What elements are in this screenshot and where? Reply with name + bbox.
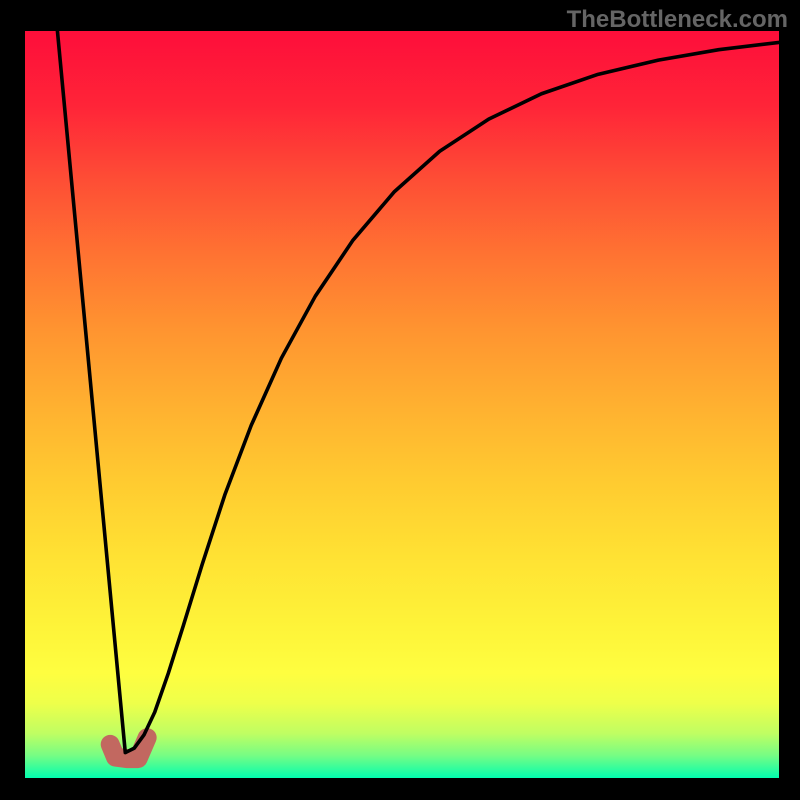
watermark-text: TheBottleneck.com bbox=[567, 6, 788, 34]
plot-area bbox=[25, 31, 779, 778]
bottleneck-curve bbox=[57, 31, 779, 753]
chart-container: TheBottleneck.com bbox=[0, 0, 800, 800]
curve-layer bbox=[25, 31, 779, 778]
